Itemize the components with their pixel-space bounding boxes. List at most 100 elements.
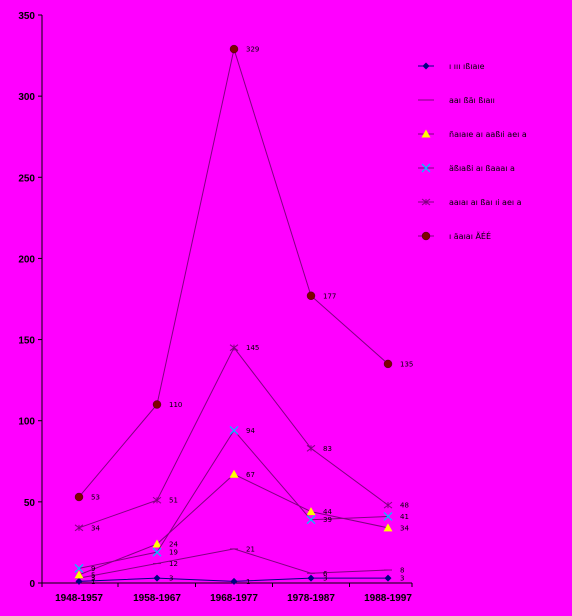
x-tick-label: 1968-1977 bbox=[210, 593, 258, 604]
data-point bbox=[306, 291, 316, 300]
y-axis-ticks: 0 50 100 150 200 250 300 350 bbox=[18, 11, 42, 590]
data-point bbox=[152, 400, 162, 409]
data-label: 3 bbox=[91, 575, 95, 583]
data-point bbox=[229, 344, 239, 352]
series-line bbox=[78, 346, 389, 529]
data-point bbox=[384, 574, 392, 582]
data-label: 44 bbox=[323, 508, 332, 516]
legend-marker bbox=[421, 129, 431, 138]
legend-label: ı äaıaı ÄÉÉ bbox=[449, 230, 491, 241]
series-4: 9 19 94 39 41 bbox=[74, 425, 409, 573]
legend-item: ñaıaıe aı aaßıi aeı a bbox=[418, 129, 527, 139]
data-point bbox=[152, 496, 162, 504]
data-label: 41 bbox=[400, 513, 409, 521]
y-tick-label: 0 bbox=[29, 579, 35, 590]
y-tick-label: 350 bbox=[18, 11, 35, 22]
data-point bbox=[152, 539, 162, 548]
data-point bbox=[383, 523, 393, 532]
data-label: 1 bbox=[246, 578, 250, 586]
data-point bbox=[153, 574, 161, 582]
data-point bbox=[75, 577, 83, 585]
y-tick-label: 250 bbox=[18, 173, 35, 184]
data-label: 9 bbox=[91, 565, 95, 573]
data-point bbox=[306, 444, 316, 452]
data-point bbox=[74, 492, 84, 502]
data-point bbox=[74, 524, 84, 532]
legend-marker bbox=[421, 163, 431, 173]
y-tick-label: 200 bbox=[18, 254, 35, 265]
data-point bbox=[306, 515, 316, 525]
data-label: 5 bbox=[91, 571, 95, 579]
data-point bbox=[383, 501, 393, 509]
data-label: 329 bbox=[246, 46, 259, 54]
data-label: 177 bbox=[323, 292, 336, 300]
chart-axes bbox=[41, 15, 412, 584]
legend: ı ııı ıßıaıe aaı ßäı ßıaıı ñaıaıe aı aaßıi… bbox=[418, 62, 527, 241]
data-label: 83 bbox=[323, 445, 332, 453]
legend-item: aaıaı aı ßaı ıi aeı a bbox=[418, 198, 522, 207]
legend-item: ı ııı ıßıaıe bbox=[418, 62, 485, 71]
x-axis-ticks: 1948-1957 1958-1967 1968-1977 1978-1987 1988… bbox=[41, 583, 413, 604]
data-point bbox=[152, 547, 162, 557]
legend-item: aaı ßäı ßıaıı bbox=[418, 96, 495, 105]
data-label: 24 bbox=[169, 541, 178, 549]
data-point bbox=[229, 469, 239, 478]
data-label: 48 bbox=[400, 502, 409, 510]
data-label: 34 bbox=[400, 524, 409, 532]
data-label: 8 bbox=[400, 567, 404, 575]
legend-label: äßıaßi aı ßaaaı a bbox=[449, 164, 515, 173]
y-tick-label: 50 bbox=[24, 498, 36, 509]
data-label: 12 bbox=[169, 560, 178, 568]
legend-item: ı äaıaı ÄÉÉ bbox=[418, 230, 491, 241]
data-label: 135 bbox=[400, 360, 413, 368]
data-label: 34 bbox=[91, 524, 100, 532]
series-line bbox=[78, 548, 389, 579]
data-label: 94 bbox=[246, 427, 255, 435]
data-label: 21 bbox=[246, 545, 255, 553]
x-tick-label: 1988-1997 bbox=[364, 593, 412, 604]
data-point bbox=[229, 44, 239, 54]
data-label: 3 bbox=[323, 575, 327, 583]
y-tick-label: 100 bbox=[18, 417, 35, 428]
y-tick-label: 300 bbox=[18, 92, 35, 103]
legend-label: aaı ßäı ßıaıı bbox=[449, 96, 495, 105]
data-point bbox=[383, 512, 393, 521]
data-point bbox=[230, 577, 238, 585]
legend-marker bbox=[422, 62, 430, 70]
data-label: 145 bbox=[246, 344, 259, 352]
legend-label: ñaıaıe aı aaßıi aeı a bbox=[449, 130, 527, 139]
series-6: 53 110 329 177 135 bbox=[74, 44, 413, 502]
data-point bbox=[74, 570, 84, 579]
data-label: 1 bbox=[91, 578, 95, 586]
series-line bbox=[78, 429, 389, 569]
legend-marker bbox=[421, 198, 431, 206]
y-tick-label: 150 bbox=[18, 336, 35, 347]
legend-item: äßıaßi aı ßaaaı a bbox=[418, 163, 515, 173]
series-5: 34 51 145 83 48 bbox=[74, 344, 409, 532]
data-label: 6 bbox=[323, 570, 328, 578]
data-label: 39 bbox=[323, 516, 332, 524]
x-tick-label: 1948-1957 bbox=[55, 593, 103, 604]
series-line bbox=[78, 473, 389, 576]
data-point bbox=[383, 359, 393, 369]
data-label: 53 bbox=[91, 493, 100, 501]
data-label: 19 bbox=[169, 549, 178, 557]
data-label: 51 bbox=[169, 497, 178, 505]
data-point bbox=[306, 507, 316, 516]
legend-label: aaıaı aı ßaı ıi aeı a bbox=[449, 198, 522, 207]
legend-label: ı ııı ıßıaıe bbox=[449, 62, 485, 71]
data-label: 110 bbox=[169, 401, 182, 409]
data-label: 3 bbox=[169, 575, 173, 583]
legend-marker bbox=[421, 231, 431, 241]
x-tick-label: 1958-1967 bbox=[133, 593, 181, 604]
data-label: 67 bbox=[246, 471, 255, 479]
series-3: 5 24 67 44 34 bbox=[74, 469, 409, 579]
data-point bbox=[307, 574, 315, 582]
x-tick-label: 1978-1987 bbox=[287, 593, 335, 604]
data-label: 3 bbox=[400, 575, 404, 583]
series-2: 3 12 21 6 8 bbox=[75, 545, 404, 583]
data-point bbox=[74, 563, 84, 573]
